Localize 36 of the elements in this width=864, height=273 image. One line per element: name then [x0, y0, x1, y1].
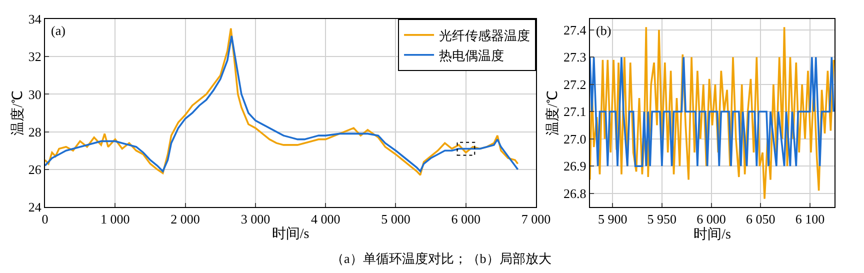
legend-label: 光纤传感器温度: [439, 28, 530, 44]
x-tick-label: 3 000: [240, 212, 270, 227]
x-axis-title: 时间/s: [272, 226, 310, 242]
x-tick-label: 4 000: [310, 212, 340, 227]
legend-label: 热电偶温度: [439, 48, 504, 63]
y-tick-label: 34: [28, 12, 42, 27]
annotation: (b): [596, 23, 612, 38]
x-tick-label: 5 950: [647, 212, 677, 227]
x-tick-label: 2 000: [170, 212, 200, 227]
y-tick-label: 26.9: [564, 158, 586, 174]
y-axis-title: 温度/℃: [10, 90, 26, 136]
y-tick-label: 27.4: [564, 22, 587, 38]
y-tick-label: 27.2: [564, 76, 586, 92]
y-tick-label: 27.1: [564, 104, 586, 120]
line-series: [590, 26, 835, 200]
x-tick-label: 5 900: [598, 212, 628, 227]
x-tick-label: 5 000: [381, 212, 410, 227]
x-axis-title: 时间/s: [694, 226, 731, 243]
y-tick-label: 24: [28, 200, 42, 215]
y-tick-label: 28: [28, 124, 42, 140]
y-axis-title: 温度/℃: [545, 90, 562, 136]
x-tick-label: 7 000: [521, 212, 551, 227]
annotation: (a): [51, 23, 66, 38]
y-tick-label: 27.3: [564, 50, 586, 65]
y-tick-label: 26.8: [564, 186, 586, 201]
y-tick-label: 30: [28, 86, 42, 102]
text: （a）单循环温度对比；（b）局部放大: [331, 251, 552, 266]
x-tick-label: 6 100: [795, 212, 825, 227]
y-tick-label: 32: [28, 49, 42, 64]
x-tick-label: 0: [42, 212, 48, 227]
x-tick-label: 6 000: [451, 212, 481, 227]
x-tick-label: 6 000: [696, 212, 726, 227]
x-tick-label: 6 050: [746, 212, 776, 227]
y-tick-label: 27.0: [564, 131, 586, 146]
x-tick-label: 1 000: [100, 212, 130, 227]
y-tick-label: 26: [28, 162, 42, 177]
